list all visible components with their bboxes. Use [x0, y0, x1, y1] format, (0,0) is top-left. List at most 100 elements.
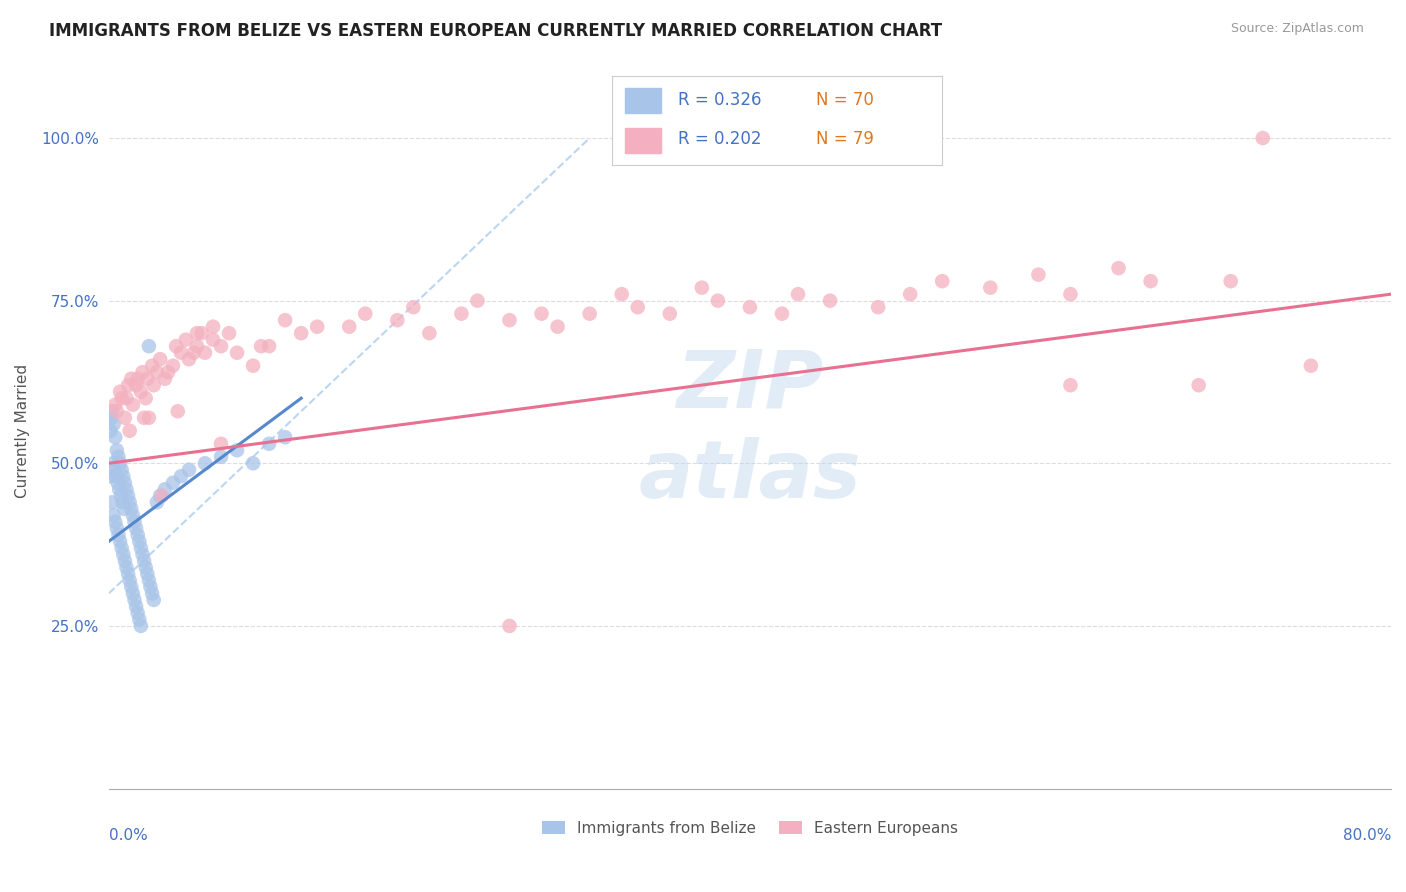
Text: N = 70: N = 70: [817, 91, 875, 109]
Point: [105, 404, 128, 418]
Point: [257, 339, 280, 353]
Point: [101, 404, 124, 418]
Point: [131, 365, 153, 379]
Point: [162, 475, 184, 490]
Point: [209, 437, 232, 451]
Point: [1219, 274, 1241, 288]
Point: [127, 528, 149, 542]
Point: [107, 450, 129, 464]
Text: R = 0.326: R = 0.326: [678, 91, 761, 109]
Point: [129, 619, 152, 633]
Point: [610, 287, 633, 301]
Point: [979, 280, 1001, 294]
Point: [530, 307, 553, 321]
Point: [117, 489, 139, 503]
Point: [738, 300, 761, 314]
Point: [112, 547, 135, 561]
Point: [226, 345, 249, 359]
Point: [141, 586, 163, 600]
Point: [114, 410, 136, 425]
Point: [142, 378, 165, 392]
Point: [107, 528, 129, 542]
Point: [194, 345, 217, 359]
Point: [274, 430, 297, 444]
Point: [177, 352, 200, 367]
Point: [125, 378, 148, 392]
Point: [146, 495, 169, 509]
Point: [129, 541, 152, 555]
Point: [104, 430, 127, 444]
Point: [100, 410, 122, 425]
Point: [120, 372, 142, 386]
Point: [112, 501, 135, 516]
Point: [103, 463, 125, 477]
Text: ZIP
atlas: ZIP atlas: [638, 347, 862, 515]
Text: N = 79: N = 79: [817, 130, 875, 148]
Point: [898, 287, 921, 301]
Point: [209, 339, 232, 353]
Point: [242, 359, 264, 373]
Point: [165, 339, 187, 353]
Point: [115, 560, 138, 574]
Point: [129, 384, 152, 399]
Point: [787, 287, 810, 301]
Point: [111, 391, 134, 405]
Point: [498, 619, 520, 633]
Point: [105, 521, 128, 535]
Point: [658, 307, 681, 321]
Legend: Immigrants from Belize, Eastern Europeans: Immigrants from Belize, Eastern European…: [536, 814, 965, 842]
Point: [174, 333, 197, 347]
Point: [1139, 274, 1161, 288]
Text: R = 0.202: R = 0.202: [678, 130, 761, 148]
Point: [202, 333, 225, 347]
Point: [125, 521, 148, 535]
Point: [115, 391, 138, 405]
Text: Source: ZipAtlas.com: Source: ZipAtlas.com: [1230, 22, 1364, 36]
Point: [242, 456, 264, 470]
Point: [136, 372, 159, 386]
Point: [707, 293, 730, 308]
Point: [194, 456, 217, 470]
Point: [1188, 378, 1211, 392]
Text: 0.0%: 0.0%: [108, 828, 148, 843]
Point: [250, 339, 273, 353]
Point: [418, 326, 440, 341]
Point: [191, 326, 214, 341]
Point: [105, 443, 128, 458]
Point: [578, 307, 600, 321]
Point: [868, 300, 890, 314]
Point: [274, 313, 297, 327]
Point: [186, 326, 208, 341]
Point: [105, 469, 128, 483]
Point: [117, 378, 139, 392]
Point: [153, 372, 176, 386]
Point: [226, 443, 249, 458]
Point: [125, 599, 148, 614]
Point: [138, 574, 160, 588]
Point: [162, 359, 184, 373]
Point: [122, 586, 145, 600]
Point: [127, 606, 149, 620]
Point: [100, 469, 122, 483]
Point: [1028, 268, 1050, 282]
Point: [120, 501, 142, 516]
Point: [547, 319, 569, 334]
Point: [127, 372, 149, 386]
Point: [122, 508, 145, 523]
Point: [149, 352, 172, 367]
Point: [1299, 359, 1322, 373]
Point: [1251, 131, 1274, 145]
Point: [387, 313, 409, 327]
Point: [183, 345, 205, 359]
Point: [114, 475, 136, 490]
Point: [104, 515, 127, 529]
Point: [108, 456, 131, 470]
Point: [1108, 261, 1130, 276]
Point: [690, 280, 713, 294]
Bar: [624, 88, 661, 113]
Point: [120, 580, 142, 594]
Point: [103, 417, 125, 432]
Point: [135, 560, 157, 574]
Point: [146, 365, 169, 379]
Point: [107, 475, 129, 490]
